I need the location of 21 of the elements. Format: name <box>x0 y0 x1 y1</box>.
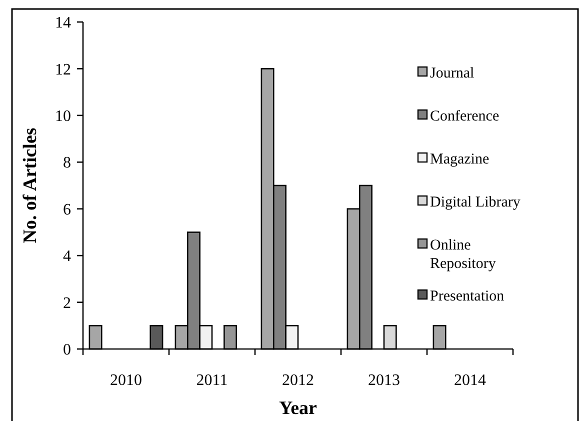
legend-label: Presentation <box>430 288 505 304</box>
y-tick-label: 8 <box>63 154 71 172</box>
x-axis-title: Year <box>279 398 318 419</box>
y-tick-label: 2 <box>63 294 71 312</box>
x-tick-label: 2014 <box>454 372 486 389</box>
y-tick-label: 14 <box>55 14 71 32</box>
legend-label: Digital Library <box>430 194 521 210</box>
y-tick-label: 12 <box>55 61 71 78</box>
y-tick-label: 6 <box>63 201 71 218</box>
y-axis-title: No. of Articles <box>20 128 41 244</box>
legend-label: Magazine <box>430 151 490 168</box>
legend-label: Conference <box>430 108 500 124</box>
x-tick-label: 2013 <box>368 372 400 389</box>
legend-label: Journal <box>430 65 474 82</box>
x-tick-label: 2012 <box>282 372 314 389</box>
y-tick-label: 0 <box>63 342 71 359</box>
y-tick-label: 10 <box>55 108 71 126</box>
legend-label: Online Repository <box>430 237 496 272</box>
x-tick-label: 2011 <box>196 372 228 389</box>
x-tick-label: 2010 <box>110 372 142 389</box>
y-tick-label: 4 <box>63 248 71 266</box>
